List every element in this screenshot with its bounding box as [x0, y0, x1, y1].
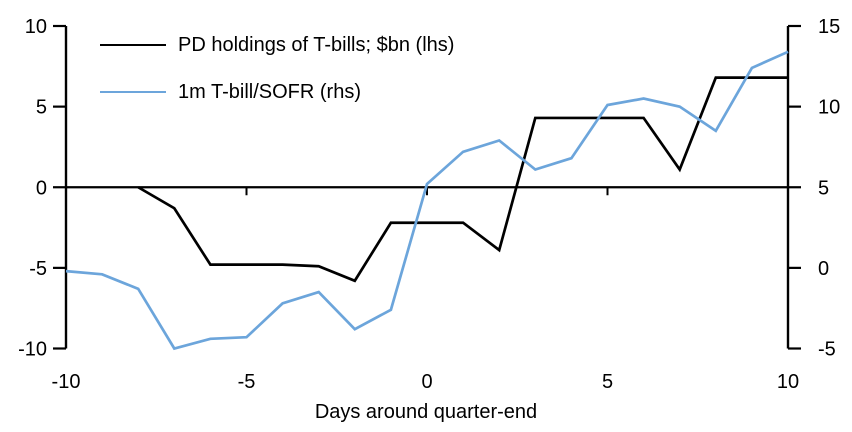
- x-axis-tick-label: 0: [421, 371, 432, 393]
- x-axis-title: Days around quarter-end: [314, 401, 538, 423]
- legend-item-tbill-sofr: 1m T-bill/SOFR (rhs): [100, 79, 454, 105]
- x-axis-tick-label: 5: [602, 371, 613, 393]
- y-axis-right-tick-label: 10: [818, 97, 840, 119]
- legend-line-sample-tbill-sofr: [100, 90, 166, 94]
- y-axis-right-tick-label: 15: [818, 16, 840, 38]
- legend-label-pd-holdings: PD holdings of T-bills; $bn (lhs): [178, 33, 455, 56]
- y-axis-left-tick-label: 10: [25, 16, 47, 38]
- x-axis-tick-label: -5: [238, 371, 256, 393]
- legend-item-pd-holdings: PD holdings of T-bills; $bn (lhs): [100, 32, 454, 58]
- y-axis-right-tick-label: -5: [818, 339, 836, 361]
- y-axis-left-tick-label: 5: [36, 97, 47, 119]
- y-axis-right-tick-label: 0: [818, 258, 829, 280]
- legend-label-tbill-sofr: 1m T-bill/SOFR (rhs): [178, 80, 361, 103]
- chart-legend: PD holdings of T-bills; $bn (lhs) 1m T-b…: [100, 32, 454, 126]
- y-axis-right-tick-label: 5: [818, 177, 829, 199]
- x-axis-tick-label: 10: [777, 371, 799, 393]
- legend-line-sample-pd-holdings: [100, 43, 166, 47]
- y-axis-left-tick-label: -5: [29, 258, 47, 280]
- y-axis-left-tick-label: -10: [18, 339, 47, 361]
- series-line-pd-holdings: [137, 76, 788, 283]
- x-axis-tick-label: -10: [52, 371, 81, 393]
- series-line-tbill-sofr: [65, 50, 789, 351]
- y-axis-left-tick-label: 0: [36, 177, 47, 199]
